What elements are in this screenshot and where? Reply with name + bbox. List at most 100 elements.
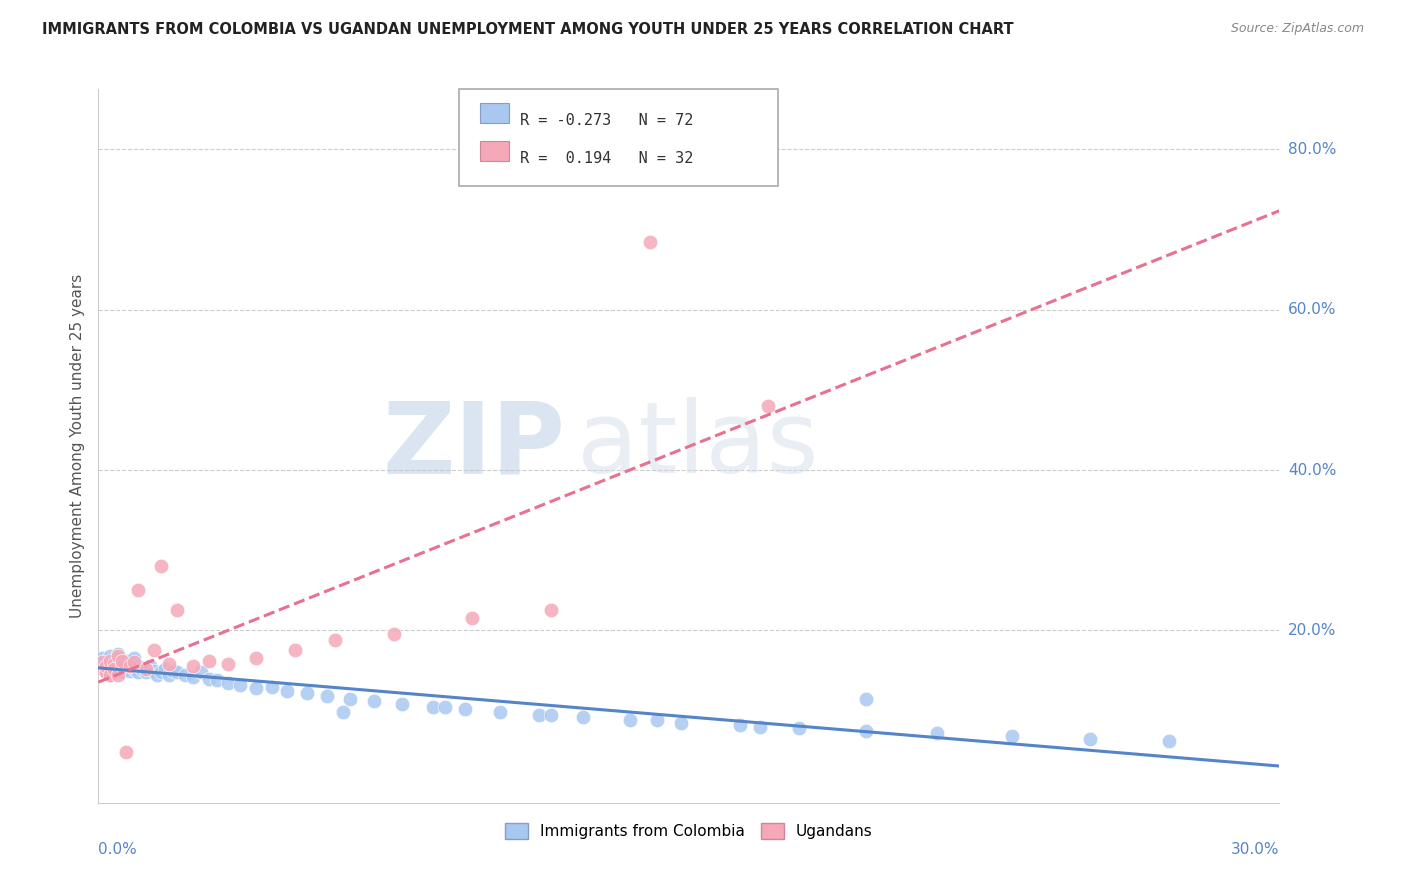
Point xyxy=(98,667,121,681)
Point xyxy=(855,691,877,706)
Point xyxy=(142,664,165,678)
Point xyxy=(162,664,184,678)
Point xyxy=(489,705,512,719)
Point xyxy=(103,664,125,678)
Point xyxy=(131,662,153,676)
Point xyxy=(115,659,138,673)
Point xyxy=(127,659,149,673)
Text: 60.0%: 60.0% xyxy=(1288,302,1336,318)
Point xyxy=(111,665,134,679)
Point xyxy=(91,662,114,676)
Point xyxy=(197,672,219,686)
Point xyxy=(295,686,318,700)
Point xyxy=(217,657,239,671)
Point xyxy=(315,689,337,703)
Point xyxy=(127,583,149,598)
Point xyxy=(96,659,118,673)
Point xyxy=(103,657,125,671)
Y-axis label: Unemployment Among Youth under 25 years: Unemployment Among Youth under 25 years xyxy=(69,274,84,618)
Point xyxy=(756,399,779,413)
Point xyxy=(122,656,145,670)
Point xyxy=(98,657,121,671)
Point xyxy=(150,559,173,574)
Point xyxy=(98,649,121,664)
Point xyxy=(96,659,118,673)
Point xyxy=(98,654,121,668)
Point xyxy=(647,713,669,727)
Point xyxy=(135,662,157,676)
Point xyxy=(728,718,751,732)
Point xyxy=(91,657,114,671)
Point xyxy=(323,633,346,648)
Point xyxy=(669,715,692,730)
Point xyxy=(453,702,475,716)
Point xyxy=(332,705,354,719)
Point xyxy=(118,664,141,678)
Point xyxy=(127,665,149,679)
Point xyxy=(174,667,197,681)
Point xyxy=(245,651,267,665)
Point xyxy=(638,235,661,249)
Point xyxy=(229,678,252,692)
Point xyxy=(363,694,385,708)
Text: IMMIGRANTS FROM COLOMBIA VS UGANDAN UNEMPLOYMENT AMONG YOUTH UNDER 25 YEARS CORR: IMMIGRANTS FROM COLOMBIA VS UGANDAN UNEM… xyxy=(42,22,1014,37)
Point xyxy=(96,665,118,679)
Point xyxy=(181,670,204,684)
Point xyxy=(197,654,219,668)
Point xyxy=(107,648,129,662)
Point xyxy=(166,603,188,617)
Point xyxy=(284,643,307,657)
Point xyxy=(107,657,129,671)
Point xyxy=(260,680,283,694)
Point xyxy=(107,654,129,668)
Point xyxy=(245,681,267,695)
Point xyxy=(135,665,157,679)
Point xyxy=(107,665,129,679)
Point xyxy=(1080,731,1102,746)
Point xyxy=(118,657,141,671)
Text: Source: ZipAtlas.com: Source: ZipAtlas.com xyxy=(1230,22,1364,36)
Point xyxy=(111,662,134,676)
Point xyxy=(181,659,204,673)
FancyBboxPatch shape xyxy=(479,103,509,123)
Point xyxy=(118,659,141,673)
Text: R = -0.273   N = 72: R = -0.273 N = 72 xyxy=(520,113,693,128)
Point xyxy=(382,627,405,641)
Point xyxy=(122,651,145,665)
Point xyxy=(146,667,169,681)
Legend: Immigrants from Colombia, Ugandans: Immigrants from Colombia, Ugandans xyxy=(499,817,879,845)
Point xyxy=(122,662,145,676)
Point xyxy=(1001,729,1024,743)
Text: atlas: atlas xyxy=(576,398,818,494)
Point xyxy=(98,667,121,681)
Point xyxy=(155,662,177,676)
Text: 40.0%: 40.0% xyxy=(1288,463,1336,477)
Point xyxy=(96,654,118,668)
Point xyxy=(115,745,138,759)
Point xyxy=(107,667,129,681)
Point xyxy=(115,654,138,668)
Point xyxy=(619,713,641,727)
Point xyxy=(96,665,118,679)
Point xyxy=(339,691,361,706)
Point xyxy=(461,611,484,625)
Point xyxy=(142,643,165,657)
FancyBboxPatch shape xyxy=(479,141,509,161)
Point xyxy=(422,699,444,714)
Point xyxy=(150,665,173,679)
Point xyxy=(91,651,114,665)
Text: 30.0%: 30.0% xyxy=(1232,842,1279,857)
Text: 20.0%: 20.0% xyxy=(1288,623,1336,638)
Text: 0.0%: 0.0% xyxy=(98,842,138,857)
Point xyxy=(111,659,134,673)
Point xyxy=(925,726,948,740)
Point xyxy=(391,697,413,711)
Point xyxy=(748,720,770,734)
Point xyxy=(787,721,810,735)
Point xyxy=(276,683,298,698)
Point xyxy=(157,657,180,671)
Point xyxy=(91,662,114,676)
Point xyxy=(111,656,134,670)
Text: ZIP: ZIP xyxy=(382,398,565,494)
Point xyxy=(217,675,239,690)
